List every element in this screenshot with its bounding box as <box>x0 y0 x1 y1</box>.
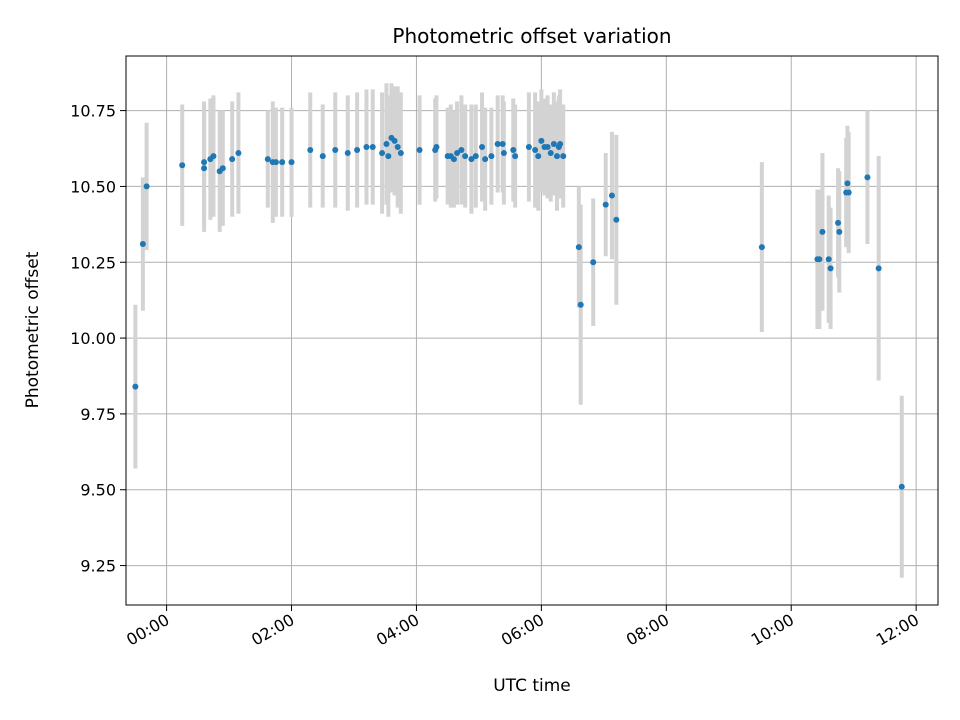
data-point <box>433 143 440 150</box>
data-point <box>272 159 279 166</box>
data-point <box>354 147 361 154</box>
y-tick-label: 10.75 <box>70 102 116 121</box>
data-point <box>458 147 465 154</box>
y-tick-label: 9.25 <box>80 557 116 576</box>
y-axis-title: Photometric offset <box>23 251 43 408</box>
data-point <box>179 162 186 169</box>
data-point <box>210 153 217 160</box>
data-point <box>608 192 615 199</box>
data-point <box>835 219 842 226</box>
data-point <box>845 189 852 196</box>
data-point <box>577 301 584 308</box>
data-point <box>575 244 582 251</box>
data-point <box>229 156 236 163</box>
data-point <box>385 153 392 160</box>
data-point <box>499 140 506 147</box>
data-point <box>139 241 146 248</box>
data-point <box>307 147 314 154</box>
data-point <box>544 143 551 150</box>
chart-title: Photometric offset variation <box>392 24 671 48</box>
y-tick-label: 10.25 <box>70 253 116 272</box>
data-point <box>512 153 519 160</box>
plot-frame <box>125 55 939 606</box>
data-point <box>383 140 390 147</box>
data-point <box>462 153 469 160</box>
data-point <box>898 483 905 490</box>
data-point <box>538 137 545 144</box>
data-point <box>201 165 208 172</box>
data-points <box>132 134 905 490</box>
data-point <box>836 228 843 235</box>
data-point <box>482 156 489 163</box>
data-point <box>143 183 150 190</box>
data-point <box>550 140 557 147</box>
data-point <box>379 150 386 157</box>
data-point <box>557 140 564 147</box>
data-point <box>825 256 832 263</box>
y-tick-label: 10.00 <box>70 329 116 348</box>
y-tick-label: 9.50 <box>80 481 116 500</box>
data-point <box>288 159 295 166</box>
data-point <box>500 150 507 157</box>
data-point <box>468 156 475 163</box>
data-point <box>590 259 597 266</box>
y-tick-label: 9.75 <box>80 405 116 424</box>
grid-lines <box>126 56 938 605</box>
data-point <box>363 143 370 150</box>
data-point <box>454 150 461 157</box>
data-point <box>132 383 139 390</box>
data-point <box>602 201 609 208</box>
data-point <box>758 244 765 251</box>
data-point <box>369 143 376 150</box>
data-point <box>488 153 495 160</box>
data-point <box>525 143 532 150</box>
data-point <box>394 143 401 150</box>
data-point <box>391 137 398 144</box>
data-point <box>560 153 567 160</box>
x-axis-title: UTC time <box>493 676 571 696</box>
data-point <box>479 143 486 150</box>
data-point <box>547 150 554 157</box>
data-point <box>816 256 823 263</box>
data-point <box>875 265 882 272</box>
data-point <box>827 265 834 272</box>
data-point <box>494 140 501 147</box>
data-point <box>319 153 326 160</box>
data-point <box>472 153 479 160</box>
data-point <box>613 216 620 223</box>
data-point <box>279 159 286 166</box>
data-point <box>344 150 351 157</box>
data-point <box>450 156 457 163</box>
data-point <box>397 150 404 157</box>
data-point <box>819 228 826 235</box>
data-point <box>535 153 542 160</box>
data-point <box>553 153 560 160</box>
data-point <box>844 180 851 187</box>
y-tick-label: 10.50 <box>70 177 116 196</box>
data-point <box>235 150 242 157</box>
data-point <box>510 147 517 154</box>
data-point <box>332 147 339 154</box>
data-point <box>532 147 539 154</box>
data-point <box>416 147 423 154</box>
data-point <box>201 159 208 166</box>
data-point <box>864 174 871 181</box>
data-point <box>264 156 271 163</box>
data-point <box>219 165 226 172</box>
